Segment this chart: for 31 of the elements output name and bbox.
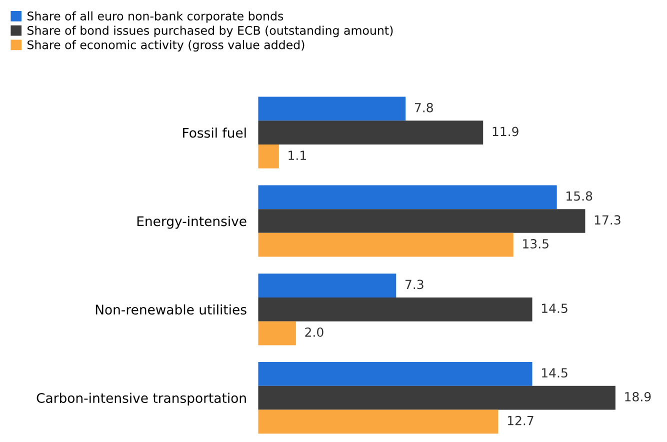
data-label: 17.3 (594, 215, 620, 225)
bar (258, 120, 484, 145)
data-label: 15.8 (566, 191, 592, 201)
bar (258, 321, 296, 346)
bar (258, 410, 498, 434)
data-label: 7.3 (406, 280, 424, 290)
bar (258, 362, 532, 386)
data-label: 7.8 (414, 102, 433, 112)
bar (258, 386, 616, 410)
bar (258, 185, 557, 210)
legend-label: Share of all euro non-bank corporate bonds (28, 11, 284, 23)
bar (258, 209, 586, 233)
legend-label: Share of bond issues purchased by ECB (outstanding amount) (28, 26, 393, 38)
data-label: 18.9 (625, 392, 651, 402)
bar (258, 297, 532, 322)
y-tick-label: Energy-intensive (137, 216, 246, 229)
bar (258, 232, 514, 257)
y-tick-label: Carbon-intensive transportation (36, 392, 246, 406)
data-label: 1.1 (288, 150, 306, 160)
y-tick-label: Fossil fuel (183, 128, 246, 138)
data-label: 14.5 (542, 304, 568, 314)
data-label: 14.5 (542, 368, 568, 378)
legend-label: Share of economic activity (gross value added) (28, 40, 304, 52)
data-label: 12.7 (508, 416, 534, 426)
y-tick-label: Non-renewable utilities (96, 304, 246, 315)
bar (258, 96, 406, 121)
data-label: 2.0 (305, 327, 324, 337)
data-label: 11.9 (492, 126, 518, 136)
bar (258, 144, 279, 168)
data-label: 13.5 (523, 239, 548, 248)
bar (258, 274, 396, 298)
